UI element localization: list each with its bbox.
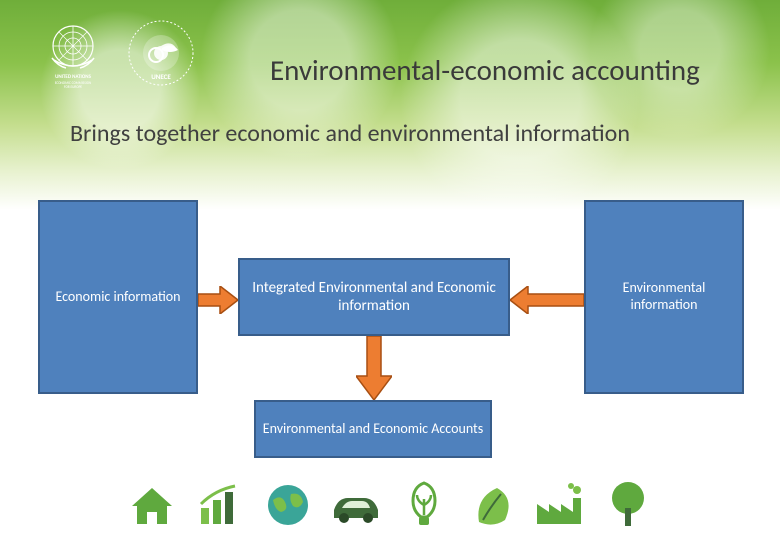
- svg-text:UNECE: UNECE: [151, 72, 171, 81]
- header-logos: UNITED NATIONS ECONOMIC COMMISSION FOR E…: [38, 18, 196, 88]
- footer-icon-strip: [0, 460, 780, 534]
- svg-text:UNITED NATIONS: UNITED NATIONS: [55, 74, 92, 80]
- node-accounts: Environmental and Economic Accounts: [254, 400, 492, 458]
- leaf-icon: [463, 476, 521, 534]
- bar-chart-icon: [191, 476, 249, 534]
- node-environmental: Environmental information: [584, 200, 744, 394]
- greener-economy-logo: UNECE: [126, 18, 196, 88]
- slide-subtitle: Brings together economic and environment…: [70, 120, 630, 148]
- factory-icon: [531, 476, 589, 534]
- node-label: Environmental and Economic Accounts: [263, 421, 483, 438]
- node-label: Economic information: [55, 289, 180, 306]
- node-label: Environmental information: [592, 280, 736, 314]
- flow-diagram: Economic information Integrated Environm…: [0, 200, 780, 460]
- car-icon: [327, 476, 385, 534]
- arrow-right-icon: [198, 286, 238, 314]
- house-icon: [123, 476, 181, 534]
- node-integrated: Integrated Environmental and Economic in…: [238, 258, 510, 336]
- node-label: Integrated Environmental and Economic in…: [246, 279, 502, 315]
- arrow-down-icon: [356, 336, 392, 400]
- un-logo: UNITED NATIONS ECONOMIC COMMISSION FOR E…: [38, 18, 108, 88]
- slide-title: Environmental-economic accounting: [270, 52, 760, 88]
- arrow-left-icon: [510, 286, 584, 314]
- svg-text:FOR EUROPE: FOR EUROPE: [64, 85, 83, 88]
- plant-bulb-icon: [395, 476, 453, 534]
- node-economic: Economic information: [38, 200, 198, 394]
- globe-icon: [259, 476, 317, 534]
- tree-icon: [599, 476, 657, 534]
